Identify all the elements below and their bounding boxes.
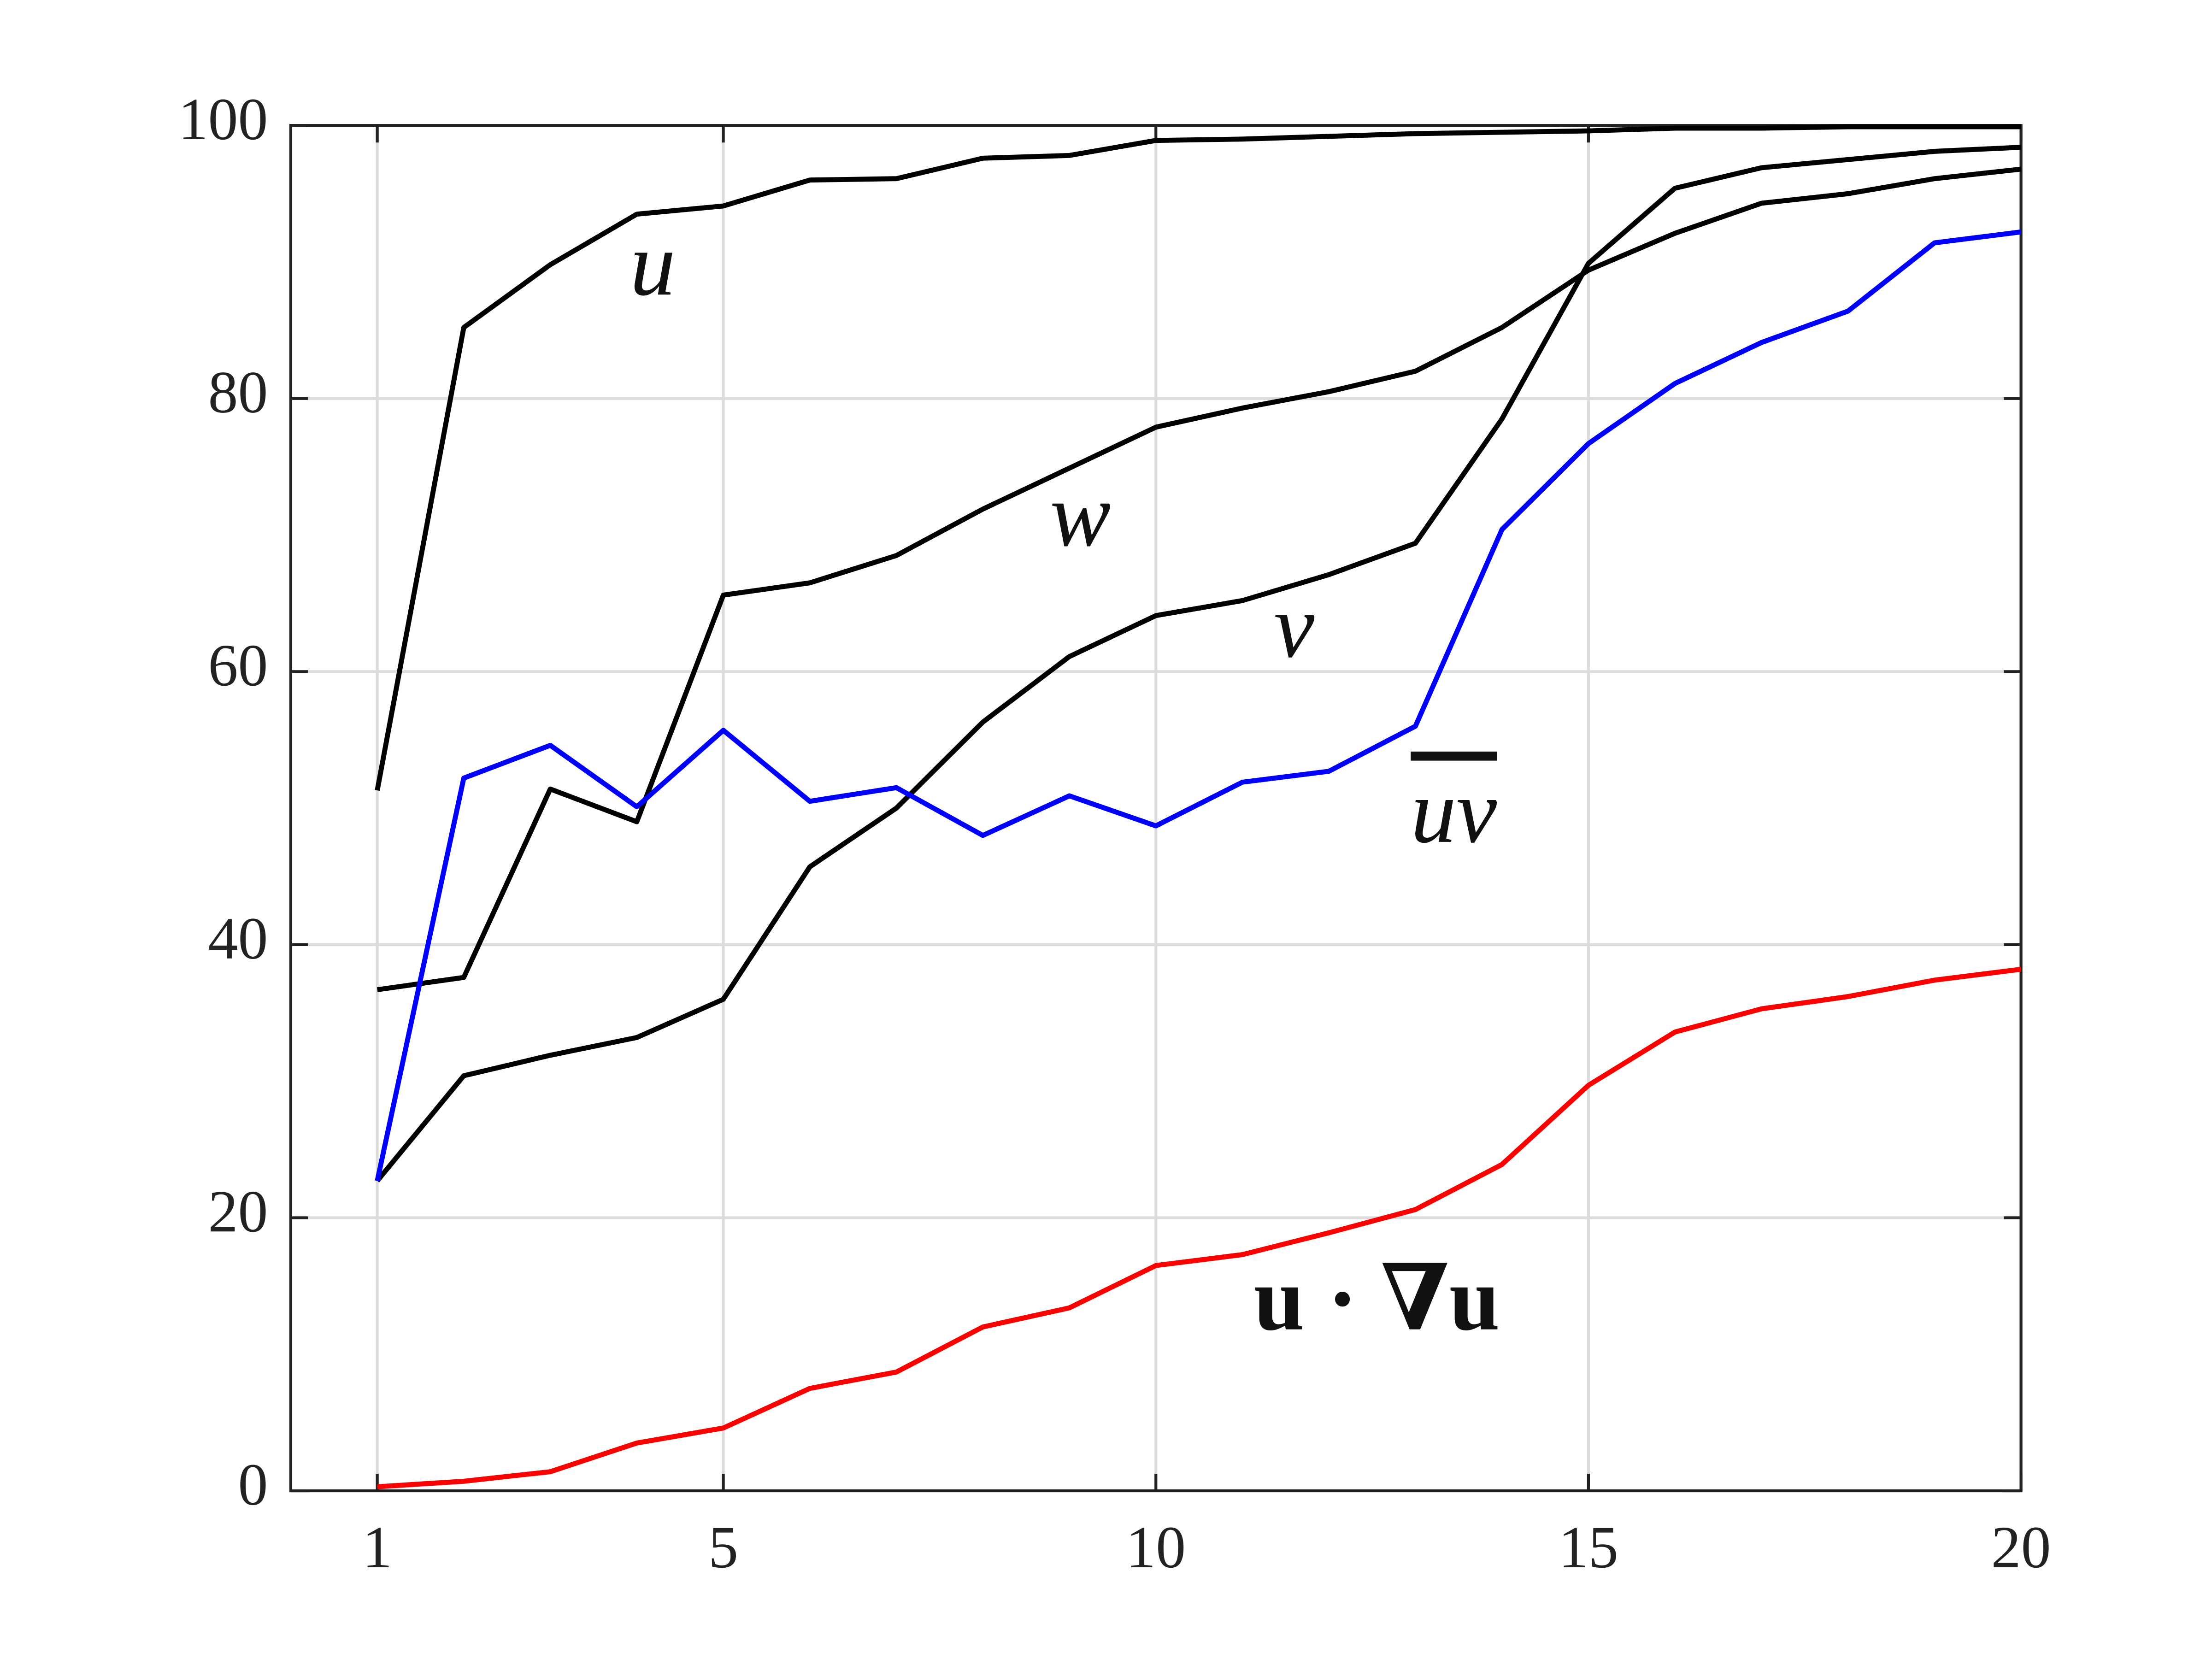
series-label: u — [630, 213, 676, 314]
series-label: uv — [1411, 761, 1497, 862]
x-tick-label: 1 — [362, 1514, 392, 1581]
x-tick-label: 5 — [708, 1514, 738, 1581]
plot-frame — [289, 124, 2023, 1493]
series-line — [377, 966, 2022, 1489]
x-tick-label: 15 — [1559, 1514, 1618, 1581]
y-tick-label: 100 — [178, 86, 268, 153]
series-label: u · ∇u — [1254, 1248, 1500, 1349]
series-line — [375, 145, 2021, 1182]
y-tick-label: 20 — [208, 1178, 268, 1245]
series-label: v — [1274, 576, 1314, 677]
series-label: w — [1050, 465, 1111, 565]
series-line — [375, 124, 2021, 791]
y-tick-label: 0 — [238, 1452, 268, 1518]
y-tick-label: 60 — [208, 632, 268, 699]
series-line — [375, 229, 2022, 1182]
y-tick-label: 80 — [208, 359, 268, 426]
y-tick-label: 40 — [208, 906, 268, 972]
x-tick-label: 20 — [1991, 1514, 2051, 1581]
x-tick-label: 10 — [1126, 1514, 1186, 1581]
series-line — [377, 166, 2022, 993]
